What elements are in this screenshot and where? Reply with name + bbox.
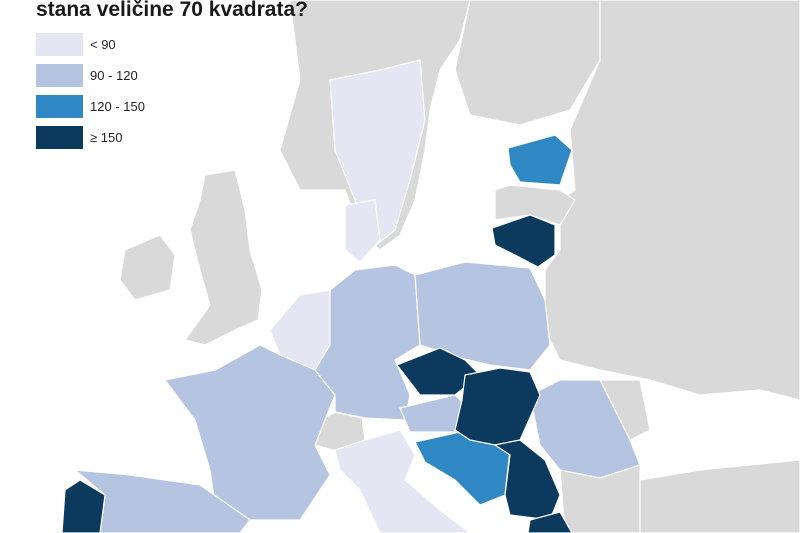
turkey [639, 459, 800, 533]
france [163, 344, 336, 521]
legend-label: < 90 [90, 37, 116, 52]
latvia [494, 184, 576, 226]
romania [529, 379, 641, 479]
sweden [329, 59, 426, 252]
ireland [119, 234, 176, 301]
portugal [61, 479, 106, 533]
legend-swatch [36, 126, 83, 149]
map-title: stana veličine 70 kvadrata? [36, 0, 308, 21]
italy [334, 429, 471, 533]
bulgaria [527, 511, 573, 533]
east [544, 0, 800, 401]
lithuania [491, 214, 556, 268]
legend-swatch [36, 64, 83, 87]
legend-label: 120 - 150 [90, 99, 145, 114]
legend-label: ≥ 150 [90, 130, 123, 145]
background-land [119, 0, 800, 533]
slovakia-hungary [454, 367, 541, 446]
legend-swatch [36, 33, 83, 56]
legend-label: 90 - 120 [90, 68, 138, 83]
countries [61, 59, 641, 533]
estonia [507, 134, 573, 186]
uk [183, 169, 263, 346]
legend-swatch [36, 95, 83, 118]
denmark [344, 199, 381, 263]
finland [454, 0, 601, 126]
